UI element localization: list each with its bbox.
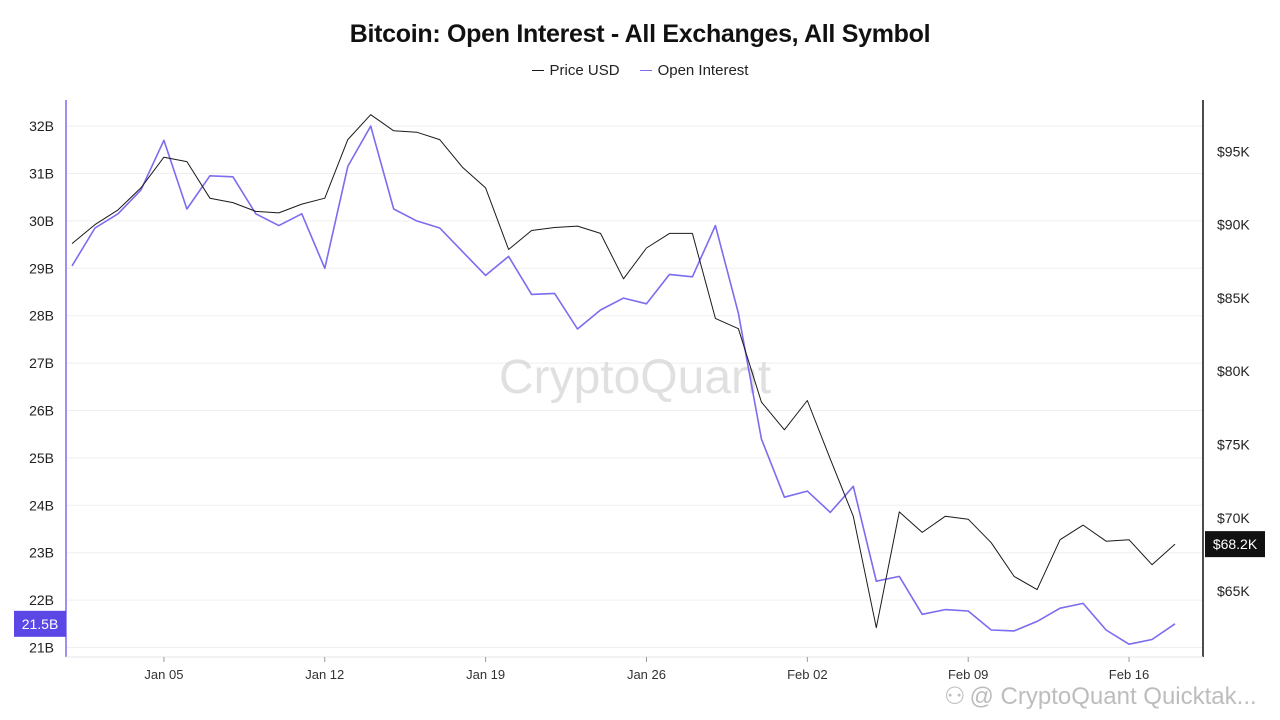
x-tick-label-3: Jan 26 <box>627 667 666 682</box>
left-tick-label-0: 32B <box>29 118 54 134</box>
right-tick-label-2: $85K <box>1217 290 1250 306</box>
right-tick-label-5: $70K <box>1217 510 1250 526</box>
badge-price-text: $68.2K <box>1213 536 1258 552</box>
chart-legend: Price USD Open Interest <box>0 62 1280 79</box>
left-tick-label-3: 29B <box>29 260 54 276</box>
right-axis-ticks: $95K $90K $85K $80K $75K $70K $65K <box>1217 143 1250 599</box>
legend-swatch-price <box>531 69 544 72</box>
x-tick-label-6: Feb 16 <box>1109 667 1149 682</box>
legend-label-open-interest: Open Interest <box>657 62 749 79</box>
left-tick-label-9: 23B <box>29 545 54 561</box>
legend-label-price: Price USD <box>549 62 620 79</box>
x-tick-label-1: Jan 12 <box>305 667 344 682</box>
legend-item-open-interest[interactable]: Open Interest <box>639 62 749 79</box>
chart-watermark: CryptoQuant <box>499 351 771 404</box>
x-axis-ticks: Jan 05 Jan 12 Jan 19 Jan 26 Feb 02 Feb 09 Feb … <box>144 657 1149 682</box>
chart-title: Bitcoin: Open Interest - All Exchanges, … <box>349 20 931 48</box>
legend-swatch-open-interest <box>639 69 652 72</box>
left-tick-label-11: 21B <box>29 640 54 656</box>
left-tick-label-10: 22B <box>29 592 54 608</box>
x-tick-label-4: Feb 02 <box>787 667 827 682</box>
social-handle-watermark: ⚇ @ CryptoQuant Quicktak... <box>944 682 1257 711</box>
left-tick-label-5: 27B <box>29 355 54 371</box>
right-tick-label-0: $95K <box>1217 143 1250 159</box>
right-tick-label-6: $65K <box>1217 583 1250 599</box>
left-tick-label-1: 31B <box>29 165 54 181</box>
chart-gridlines <box>66 125 1203 649</box>
social-handle-text: @ CryptoQuant Quicktak... <box>969 683 1257 710</box>
left-tick-label-6: 26B <box>29 402 54 418</box>
right-tick-label-3: $80K <box>1217 363 1250 379</box>
right-tick-label-4: $75K <box>1217 436 1250 452</box>
badge-price <box>1205 531 1265 558</box>
left-axis-ticks: 32B 31B 30B 29B 28B 27B 26B 25B 24B 23B 22B 21B <box>29 118 54 655</box>
left-tick-label-7: 25B <box>29 450 54 466</box>
chart-series <box>71 114 1176 646</box>
share-icon: ⚇ <box>944 683 966 710</box>
last-value-badges: 21.5B $68.2K <box>14 531 1265 637</box>
badge-open-interest-text: 21.5B <box>22 616 59 632</box>
right-tick-label-1: $90K <box>1217 217 1250 233</box>
left-tick-label-4: 28B <box>29 308 54 324</box>
x-tick-label-2: Jan 19 <box>466 667 505 682</box>
series-line-price-usd <box>71 114 1176 629</box>
badge-open-interest <box>14 610 66 637</box>
left-tick-label-8: 24B <box>29 497 54 513</box>
x-tick-label-0: Jan 05 <box>144 667 183 682</box>
legend-item-price[interactable]: Price USD <box>531 62 620 79</box>
series-line-open-interest <box>71 125 1176 646</box>
x-tick-label-5: Feb 09 <box>948 667 988 682</box>
left-tick-label-2: 30B <box>29 213 54 229</box>
